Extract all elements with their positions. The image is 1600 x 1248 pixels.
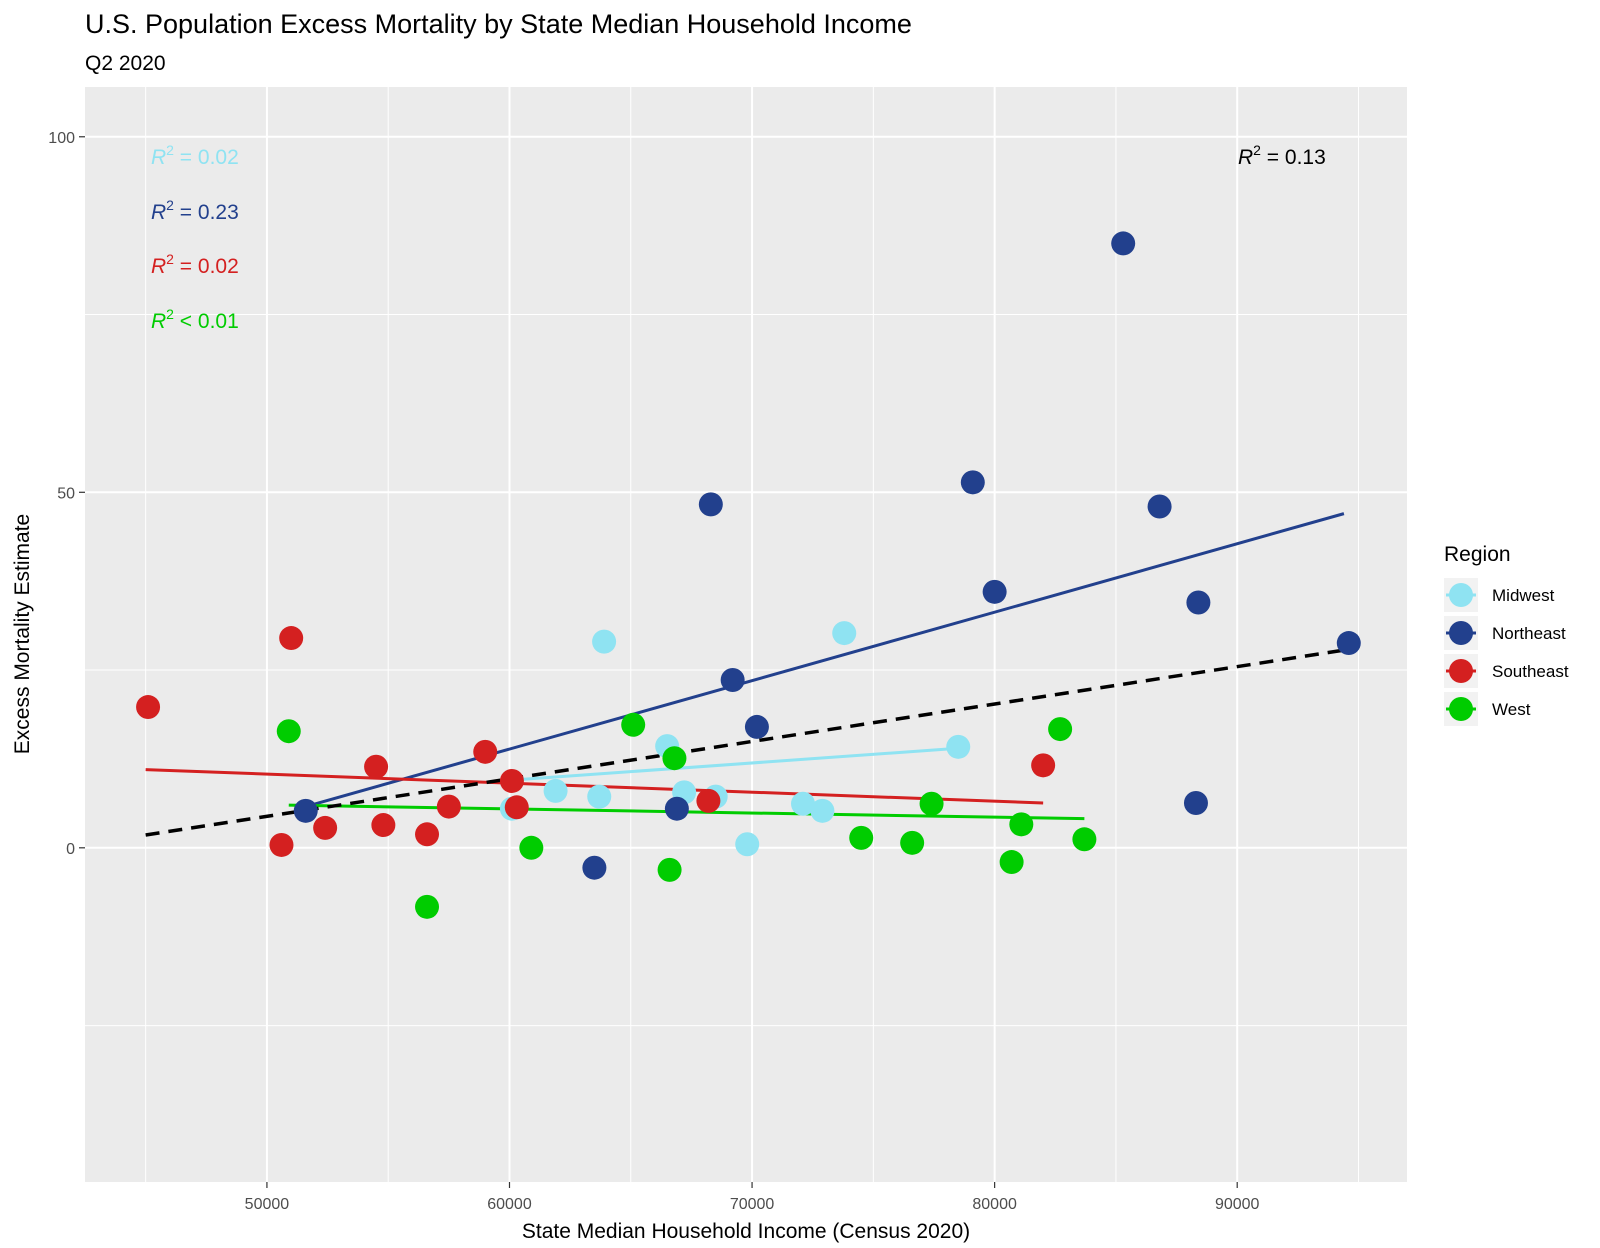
point-southeast: [473, 739, 498, 764]
point-southeast: [696, 788, 721, 813]
point-southeast: [313, 815, 338, 840]
y-axis-title: Excess Mortality Estimate: [11, 514, 34, 754]
point-southeast: [415, 822, 440, 847]
point-northeast: [664, 796, 689, 821]
legend-key-point: [1449, 583, 1473, 607]
x-tick-label: 80000: [972, 1196, 1017, 1213]
point-southeast: [364, 754, 389, 779]
legend-label-west: West: [1492, 700, 1531, 719]
point-midwest: [791, 791, 816, 816]
point-southeast: [269, 832, 294, 857]
point-west: [519, 835, 544, 860]
point-northeast: [960, 470, 985, 495]
legend-label-midwest: Midwest: [1492, 586, 1555, 605]
point-west: [849, 825, 874, 850]
r2-label-midwest: R2 = 0.02: [151, 142, 239, 169]
y-tick-label: 100: [48, 130, 75, 147]
point-southeast: [136, 695, 161, 720]
x-tick-label: 50000: [245, 1196, 290, 1213]
legend: Midwest Northeast Southeast West: [1444, 578, 1569, 726]
x-tick-label: 70000: [730, 1196, 775, 1213]
chart-subtitle: Q2 2020: [85, 52, 166, 75]
point-midwest: [592, 629, 617, 654]
point-midwest: [543, 778, 568, 803]
point-west: [1009, 812, 1034, 837]
point-southeast: [1031, 753, 1056, 778]
x-tick-label: 60000: [487, 1196, 532, 1213]
point-midwest: [946, 734, 971, 759]
y-axis-ticks: 0 50 100: [48, 130, 85, 858]
point-northeast: [1147, 494, 1172, 519]
r2-label-west: R2 < 0.01: [151, 306, 239, 333]
legend-key-point: [1449, 621, 1473, 645]
point-west: [999, 850, 1024, 875]
legend-key-point: [1449, 697, 1473, 721]
point-southeast: [371, 813, 396, 838]
point-northeast: [698, 492, 723, 517]
fit-line-overall: [145, 648, 1345, 837]
y-tick-label: 50: [57, 485, 75, 502]
point-northeast: [982, 579, 1007, 604]
chart-title: U.S. Population Excess Mortality by Stat…: [85, 9, 912, 39]
point-northeast: [720, 668, 745, 693]
point-northeast: [293, 798, 318, 823]
point-southeast: [436, 794, 461, 819]
point-west: [1048, 717, 1073, 742]
point-southeast: [504, 795, 529, 820]
grid-minor: [85, 87, 1407, 1182]
r2-label-southeast: R2 = 0.02: [151, 251, 239, 278]
point-midwest: [735, 832, 760, 857]
legend-title: Region: [1444, 543, 1511, 566]
point-northeast: [744, 714, 769, 739]
point-west: [621, 712, 646, 737]
point-northeast: [1183, 791, 1208, 816]
legend-label-northeast: Northeast: [1492, 624, 1566, 643]
r2-label-overall: R2 = 0.13: [1238, 142, 1326, 169]
y-tick-label: 0: [66, 841, 75, 858]
point-midwest: [587, 784, 612, 809]
point-west: [900, 830, 925, 855]
point-northeast: [1186, 590, 1211, 615]
fit-line-midwest: [509, 746, 959, 782]
point-southeast: [499, 768, 524, 793]
point-southeast: [279, 626, 304, 651]
x-axis-title: State Median Household Income (Census 20…: [522, 1220, 970, 1243]
point-northeast: [1336, 631, 1361, 656]
x-tick-label: 90000: [1215, 1196, 1260, 1213]
legend-key-point: [1449, 659, 1473, 683]
plot-panel: [85, 87, 1407, 1182]
point-west: [657, 857, 682, 882]
point-west: [415, 894, 440, 919]
point-west: [919, 791, 944, 816]
data-points: [136, 231, 1361, 919]
point-northeast: [1111, 231, 1136, 256]
point-west: [276, 719, 301, 744]
r2-label-northeast: R2 = 0.23: [151, 197, 239, 224]
point-west: [662, 746, 687, 771]
point-west: [1072, 827, 1097, 852]
point-midwest: [832, 621, 857, 646]
point-northeast: [582, 855, 607, 880]
legend-label-southeast: Southeast: [1492, 662, 1569, 681]
x-axis-ticks: 50000 60000 70000 80000 90000: [245, 1182, 1260, 1213]
point-midwest: [810, 798, 835, 823]
